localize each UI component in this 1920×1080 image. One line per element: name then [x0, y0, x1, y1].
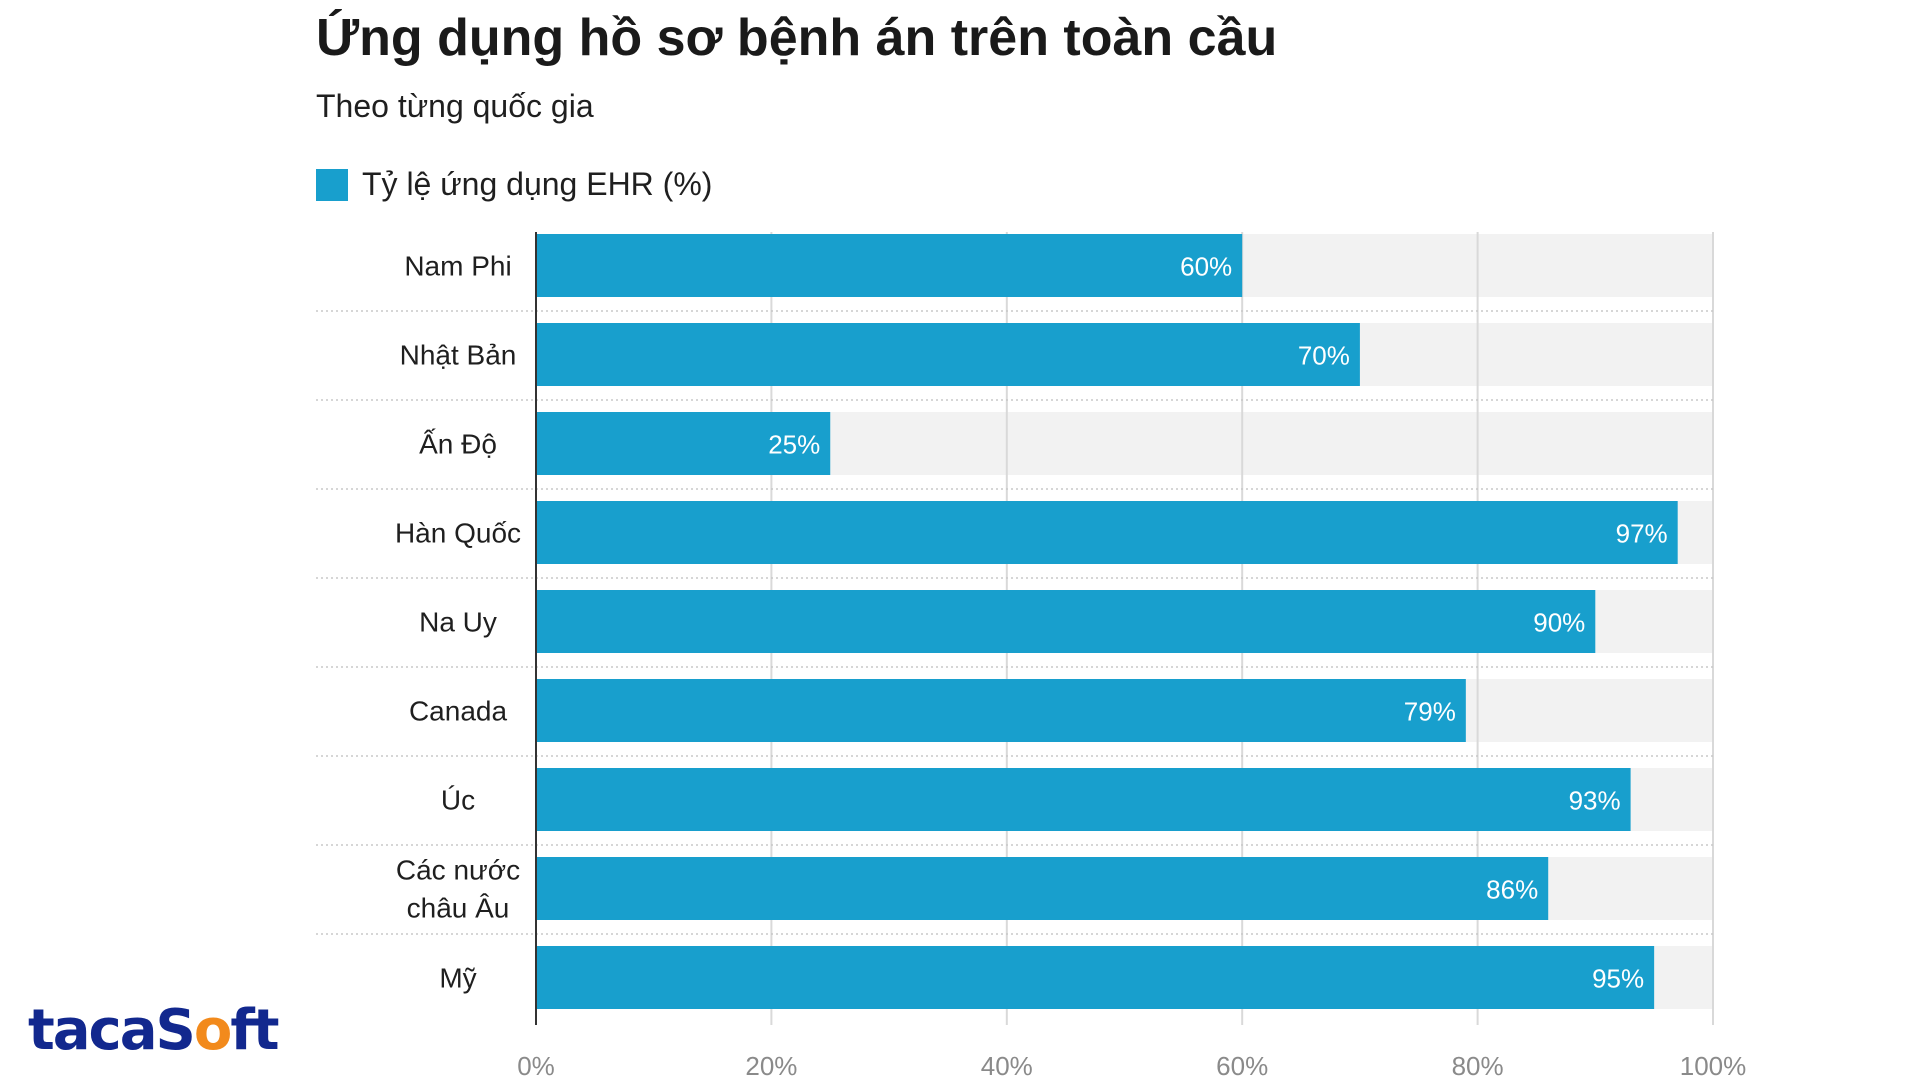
category-label: Ấn Độ — [419, 429, 497, 460]
data-label: 79% — [1404, 697, 1456, 727]
logo-text-part3: ft — [230, 998, 279, 1063]
data-label: 70% — [1298, 341, 1350, 371]
bar — [536, 768, 1631, 831]
data-label: 95% — [1592, 964, 1644, 994]
category-label: Úc — [441, 785, 475, 816]
data-label: 25% — [768, 430, 820, 460]
x-tick-label: 60% — [1216, 1051, 1268, 1080]
category-label: Mỹ — [439, 963, 476, 994]
legend-label: Tỷ lệ ứng dụng EHR (%) — [362, 166, 713, 202]
chart-title: Ứng dụng hồ sơ bệnh án trên toàn cầu — [316, 9, 1278, 67]
category-label: Hàn Quốc — [395, 518, 521, 549]
category-label: Nhật Bản — [400, 340, 517, 371]
category-label: Các nước châu Âu — [396, 855, 520, 924]
data-label: 60% — [1180, 252, 1232, 282]
x-tick-label: 20% — [745, 1051, 797, 1080]
bar — [536, 323, 1360, 386]
category-label: Na Uy — [419, 607, 497, 638]
data-label: 97% — [1616, 519, 1668, 549]
bar — [536, 679, 1466, 742]
x-tick-label: 100% — [1680, 1051, 1747, 1080]
x-tick-label: 40% — [981, 1051, 1033, 1080]
tacasoft-logo: tacaSoft — [28, 998, 280, 1063]
logo-text-part1: tacaS — [28, 998, 196, 1063]
bar — [536, 412, 831, 475]
bar — [536, 501, 1678, 564]
chart-subtitle: Theo từng quốc gia — [316, 88, 594, 124]
data-label: 86% — [1486, 875, 1538, 905]
x-tick-label: 0% — [517, 1051, 555, 1080]
logo-text-o: o — [193, 998, 233, 1063]
bar — [536, 857, 1549, 920]
bar — [536, 234, 1243, 297]
bar — [536, 946, 1655, 1009]
legend: Tỷ lệ ứng dụng EHR (%) — [316, 166, 712, 203]
category-label: Canada — [409, 696, 508, 727]
legend-swatch — [316, 168, 348, 201]
data-label: 90% — [1533, 608, 1585, 638]
x-tick-label: 80% — [1452, 1051, 1504, 1080]
category-label: Nam Phi — [404, 251, 511, 282]
bar — [536, 590, 1596, 653]
data-label: 93% — [1569, 786, 1621, 816]
